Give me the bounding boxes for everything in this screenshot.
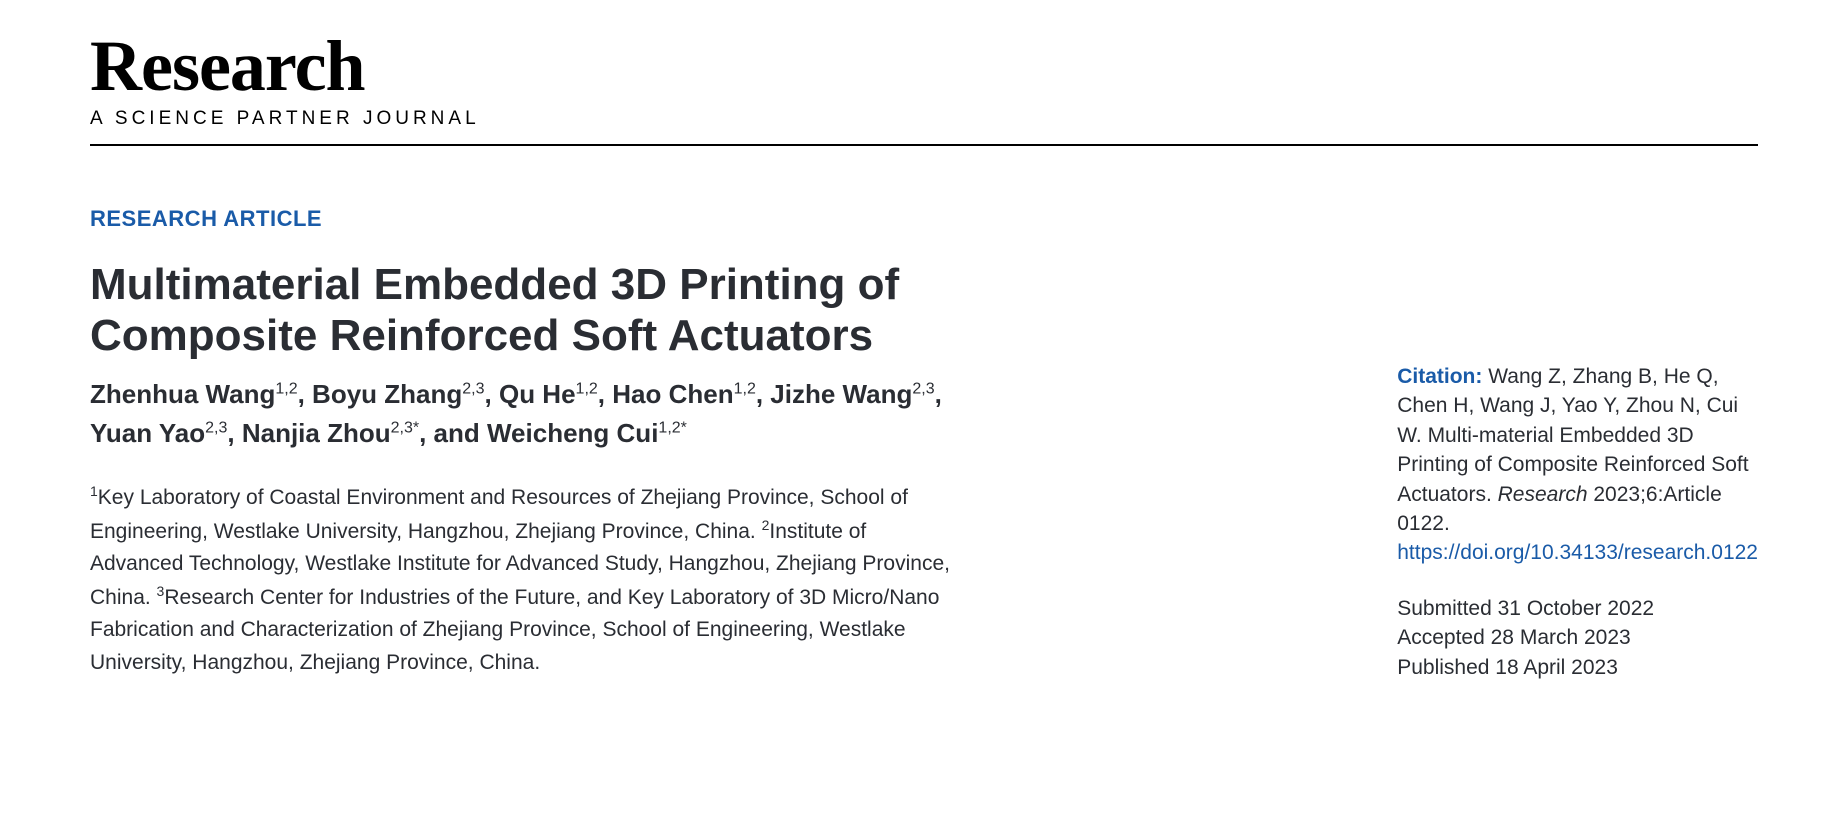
content-wrapper: RESEARCH ARTICLE Multimaterial Embedded … bbox=[90, 206, 1758, 682]
main-column: RESEARCH ARTICLE Multimaterial Embedded … bbox=[90, 206, 960, 682]
accepted-date: Accepted 28 March 2023 bbox=[1397, 623, 1758, 652]
article-type-label: RESEARCH ARTICLE bbox=[90, 206, 960, 232]
journal-subtitle: A SCIENCE PARTNER JOURNAL bbox=[90, 108, 1758, 130]
citation-label: Citation: bbox=[1397, 365, 1482, 388]
published-date: Published 18 April 2023 bbox=[1397, 653, 1758, 682]
citation-journal: Research bbox=[1498, 483, 1588, 506]
header-divider bbox=[90, 144, 1758, 146]
article-title: Multimaterial Embedded 3D Printing of Co… bbox=[90, 260, 960, 361]
doi-link[interactable]: https://doi.org/10.34133/research.0122 bbox=[1397, 541, 1758, 564]
submitted-date: Submitted 31 October 2022 bbox=[1397, 594, 1758, 623]
authors-list: Zhenhua Wang1,2, Boyu Zhang2,3, Qu He1,2… bbox=[90, 375, 960, 453]
journal-title: Research bbox=[90, 30, 1758, 102]
affiliations: 1Key Laboratory of Coastal Environment a… bbox=[90, 481, 960, 679]
journal-brand-header: Research A SCIENCE PARTNER JOURNAL bbox=[90, 30, 1758, 130]
citation-block: Citation: Wang Z, Zhang B, He Q, Chen H,… bbox=[1397, 362, 1758, 568]
sidebar-column: Citation: Wang Z, Zhang B, He Q, Chen H,… bbox=[1397, 206, 1758, 682]
dates-block: Submitted 31 October 2022 Accepted 28 Ma… bbox=[1397, 594, 1758, 682]
